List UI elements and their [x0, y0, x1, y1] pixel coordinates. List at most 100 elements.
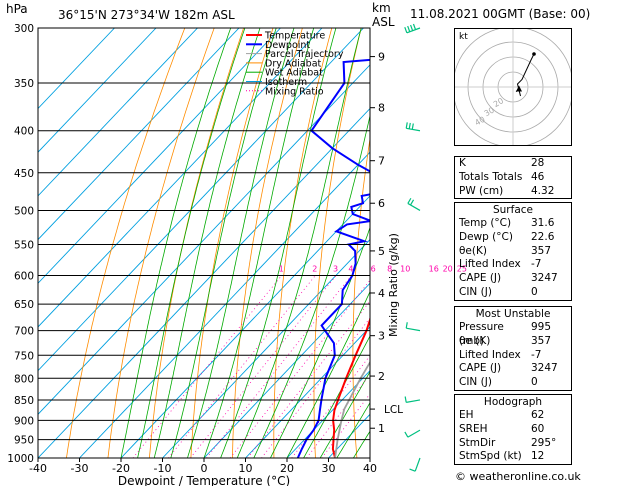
row-value: 357	[531, 334, 552, 347]
mixing-ratio-label: 20	[443, 265, 453, 274]
row-label: EH	[459, 409, 474, 421]
station-location: 36°15'N 273°34'W 182m ASL	[58, 8, 235, 22]
table-row: Dewp (°C) 22.6	[455, 231, 571, 245]
legend-label: Wet Adiabat	[265, 68, 323, 79]
km-unit-label: km	[372, 1, 391, 15]
hodograph-ring-label: 30	[483, 105, 496, 118]
row-value: -7	[531, 348, 542, 361]
row-label: Lifted Index	[459, 348, 521, 361]
mixing-ratio-line	[306, 373, 370, 458]
mixing-ratio-line	[206, 275, 352, 458]
row-value: 3247	[531, 272, 558, 285]
km-tick-label: 3	[378, 330, 385, 343]
row-label: SREH	[459, 422, 488, 435]
pressure-tick-label: 950	[14, 435, 34, 447]
hodograph-end-point	[532, 52, 536, 56]
series-temperature-line	[331, 316, 370, 458]
wind-barb	[404, 429, 421, 438]
wet-adiabat-line	[319, 370, 370, 458]
isotherm-line	[38, 28, 364, 372]
section-title: Surface	[492, 204, 533, 216]
pressure-tick-label: 800	[14, 373, 34, 385]
hodograph-storm-motion-marker	[516, 85, 522, 92]
isotherm-line	[38, 28, 115, 110]
row-label: θe(K)	[459, 244, 487, 257]
table-row: StmDir 295°	[455, 437, 571, 451]
wind-barb	[407, 197, 421, 211]
table-row: SREH 60	[455, 423, 571, 437]
section-title: Hodograph	[483, 396, 543, 408]
isotherm-line	[162, 238, 370, 458]
pressure-tick-label: 550	[14, 239, 34, 251]
section-title: Most Unstable	[475, 308, 551, 320]
mixing-ratio-label: 25	[457, 265, 467, 274]
row-value: 4.32	[531, 184, 555, 197]
x-tick-label: 30	[322, 462, 336, 475]
pressure-tick-label: 450	[14, 168, 34, 180]
mixing-ratio-label: 16	[429, 265, 439, 274]
x-axis-label: Dewpoint / Temperature (°C)	[118, 474, 290, 486]
wind-barb	[404, 396, 421, 403]
mixing-ratio-label: 4	[348, 265, 353, 274]
row-value: 0	[531, 376, 538, 389]
table-row: Lifted Index -7	[455, 349, 571, 363]
row-value: 60	[531, 422, 545, 435]
mixing-ratio-label: 10	[400, 265, 410, 274]
dry-adiabat-line	[149, 28, 244, 458]
row-value: 995	[531, 321, 552, 333]
dry-adiabat-line	[66, 28, 186, 458]
hodograph-panel: kt 20 30 40	[452, 26, 574, 148]
pressure-tick-label: 600	[14, 271, 34, 283]
row-label: CAPE (J)	[459, 272, 502, 285]
wind-barb	[409, 457, 421, 472]
pressure-tick-label: 1000	[7, 453, 34, 465]
x-tick-label: 40	[363, 462, 377, 475]
pressure-tick-label: 350	[14, 78, 34, 90]
row-value: 12	[531, 450, 545, 463]
x-tick-label: 20	[280, 462, 294, 475]
lcl-label: LCL	[384, 404, 403, 416]
pressure-tick-label: 700	[14, 326, 34, 338]
row-value: -7	[531, 258, 542, 271]
table-row: Pressure (mb) 995	[455, 321, 571, 347]
table-row: CIN (J) 0	[455, 376, 571, 390]
km-tick-label: 7	[378, 155, 385, 168]
row-label: PW (cm)	[459, 184, 504, 197]
table-row: CAPE (J) 3247	[455, 362, 571, 376]
row-label: CIN (J)	[459, 376, 492, 389]
row-label: K	[459, 157, 466, 169]
mixing-ratio-line	[229, 279, 370, 458]
x-tick-label: -10	[154, 462, 172, 475]
dry-adiabat-line	[595, 28, 629, 458]
legend-label: Temperature	[264, 31, 325, 42]
hpa-unit-label: hPa	[6, 2, 28, 16]
indices-table: K 28 Totals Totals 46 PW (cm) 4.32	[454, 156, 572, 200]
isotherm-line	[38, 28, 240, 241]
row-label: Dewp (°C)	[459, 230, 513, 243]
mixing-ratio-label: 3	[333, 265, 338, 274]
isotherm-line	[38, 64, 370, 415]
isotherm-line	[38, 28, 198, 197]
mixing-ratio-label: 8	[387, 265, 392, 274]
row-label: StmDir	[459, 436, 496, 449]
table-row: θe(K) 357	[455, 245, 571, 259]
row-label: Pressure (mb)	[459, 321, 504, 347]
hodograph-table: Hodograph EH 62 SREH 60 StmDir 295° StmSpd (kt)…	[454, 394, 572, 466]
row-label: Lifted Index	[459, 258, 521, 271]
row-value: 46	[531, 170, 545, 183]
row-label: Totals Totals	[459, 170, 523, 183]
credit-text: © weatheronline.co.uk	[455, 470, 581, 483]
wet-adiabat-line	[303, 335, 370, 458]
legend-label: Dewpoint	[265, 40, 310, 51]
isotherm-line	[79, 151, 370, 458]
mixing-ratio-label: 2	[312, 265, 317, 274]
km-tick-label: 5	[378, 245, 385, 258]
table-row: Temp (°C) 31.6	[455, 217, 571, 231]
km-tick-label: 8	[378, 102, 385, 115]
isotherm-line	[203, 282, 370, 458]
pressure-tick-label: 850	[14, 395, 34, 407]
wind-barb	[405, 122, 421, 132]
series-dewpoint-line	[296, 58, 370, 458]
